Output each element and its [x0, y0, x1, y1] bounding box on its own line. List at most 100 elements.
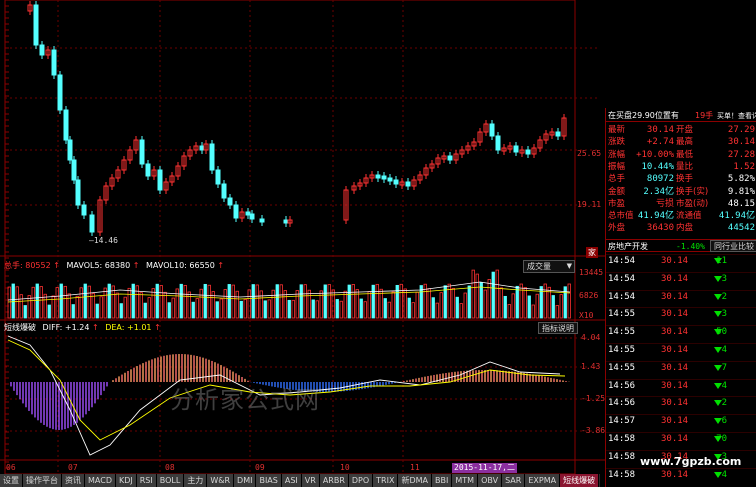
trade-time: 14:54 — [608, 256, 636, 266]
volume-bar — [83, 283, 87, 319]
volume-bar — [403, 288, 407, 319]
tab-kdj[interactable]: KDJ — [115, 474, 137, 487]
tab-wr[interactable]: W&R — [207, 474, 235, 487]
trade-volume: 4 — [721, 469, 727, 480]
candle-body — [429, 163, 435, 169]
candle-body — [221, 183, 227, 199]
tab-boll[interactable]: BOLL — [156, 474, 185, 487]
watermark: 分析家公式网 — [170, 386, 320, 414]
indicator-help-button[interactable]: 指标说明 — [538, 322, 578, 334]
down-arrow-icon — [714, 400, 722, 407]
stock-chart[interactable] — [0, 0, 605, 474]
volume-header: 总手: 80552 ↑ MAVOL5: 68380 ↑ MAVOL10: 665… — [4, 261, 224, 271]
indicator-select-value: 成交量 — [527, 262, 551, 271]
candle-body — [343, 189, 349, 221]
volume-bar — [31, 286, 35, 319]
volume-bar — [535, 293, 539, 319]
tab-bbi[interactable]: BBI — [432, 474, 453, 487]
volume-bar — [311, 299, 315, 319]
candle-body — [151, 169, 157, 177]
volume-bar — [539, 286, 543, 319]
candle-body — [209, 143, 215, 171]
tab-trix[interactable]: TRIX — [373, 474, 399, 487]
order-alert-count: 19手 — [695, 111, 714, 120]
candle-body — [555, 131, 561, 137]
volume-bar — [119, 303, 123, 319]
tab-asi[interactable]: ASI — [281, 474, 302, 487]
volume-bar — [251, 284, 255, 319]
candle-body — [465, 145, 471, 151]
tab-expma[interactable]: EXPMA — [525, 474, 561, 487]
quote-value: 27.29 — [727, 125, 755, 135]
indicator-select[interactable]: 成交量 ▼ — [523, 260, 575, 273]
tab-short-burst[interactable]: 短线爆破 — [560, 474, 600, 487]
trade-price: 30.14 — [661, 416, 689, 427]
quote-label: 最低 — [676, 149, 694, 160]
tab-dpo[interactable]: DPO — [348, 474, 374, 487]
volume-bar — [447, 283, 451, 319]
volume-bar — [339, 300, 343, 319]
volume-bar — [159, 285, 163, 319]
trade-price: 30.14 — [661, 291, 689, 302]
trade-price: 30.14 — [661, 469, 689, 480]
quote-label: 最新 — [608, 125, 626, 135]
tab-mtm[interactable]: MTM — [452, 474, 479, 487]
tab-rsi[interactable]: RSI — [136, 474, 157, 487]
volume-bar — [131, 283, 135, 319]
tab-bias[interactable]: BIAS — [256, 474, 282, 487]
order-alert-link[interactable]: 买单！查看详细 — [717, 112, 756, 120]
tab-new-dma[interactable]: 新DMA — [398, 474, 433, 487]
trade-time: 14:57 — [608, 416, 636, 427]
tab-macd[interactable]: MACD — [85, 474, 116, 487]
candle-body — [157, 169, 163, 191]
tab-operation-platform[interactable]: 操作平台 — [23, 474, 62, 487]
tab-main-force[interactable]: 主力 — [184, 474, 208, 487]
trade-price: 30.14 — [661, 273, 689, 284]
candle-body — [109, 177, 115, 187]
quote-label: 振幅 — [608, 161, 626, 172]
candle-body — [75, 179, 81, 206]
quote-row: 总手 80972 换手 5.82% — [606, 173, 756, 185]
corner-mark[interactable]: 家 — [586, 247, 598, 258]
candle-body — [199, 145, 205, 151]
down-arrow-icon — [714, 436, 722, 442]
candle-body — [417, 174, 423, 181]
trade-price: 30.14 — [661, 451, 689, 462]
tab-arbr[interactable]: ARBR — [319, 474, 349, 487]
tab-dmi[interactable]: DMI — [234, 474, 257, 487]
candle-body — [561, 117, 567, 137]
candle-body — [435, 157, 441, 165]
quote-label: 市盈(动) — [676, 198, 709, 209]
tab-news[interactable]: 资讯 — [62, 474, 85, 487]
trade-price: 30.14 — [661, 362, 689, 373]
volume-bar — [431, 297, 435, 319]
candle-body — [89, 214, 95, 233]
volume-bar — [351, 284, 355, 319]
quote-value: +10.00% — [636, 149, 674, 160]
volume-bar — [371, 284, 375, 319]
trade-time: 14:55 — [608, 309, 636, 320]
candle-body — [71, 159, 77, 181]
volume-bar — [115, 292, 119, 319]
volume-bar — [227, 284, 231, 319]
volume-bar — [427, 288, 431, 319]
tab-vr[interactable]: VR — [301, 474, 320, 487]
trade-volume: 2 — [721, 291, 727, 302]
volume-bar — [315, 300, 319, 319]
tab-settings[interactable]: 设置 — [0, 474, 23, 487]
volume-bar — [355, 289, 359, 319]
trade-price: 30.14 — [661, 256, 689, 266]
volume-bar — [523, 287, 527, 319]
volume-bar — [399, 283, 403, 319]
industry-compare-button[interactable]: 同行业比较 — [710, 240, 756, 252]
quote-value: 30.14 — [646, 125, 674, 135]
volume-bar — [567, 283, 571, 319]
trade-row: 14:58 30.14 70 — [606, 432, 756, 445]
tab-obv[interactable]: OBV — [478, 474, 503, 487]
quote-label: 涨跌 — [608, 137, 626, 148]
tab-sar[interactable]: SAR — [502, 474, 526, 487]
candle-body — [543, 133, 549, 141]
candle-body — [57, 74, 63, 111]
order-alert-bar[interactable]: 在买盘29.90位置有 19手 买单！查看详细 — [606, 110, 756, 122]
candle-body — [227, 197, 233, 206]
